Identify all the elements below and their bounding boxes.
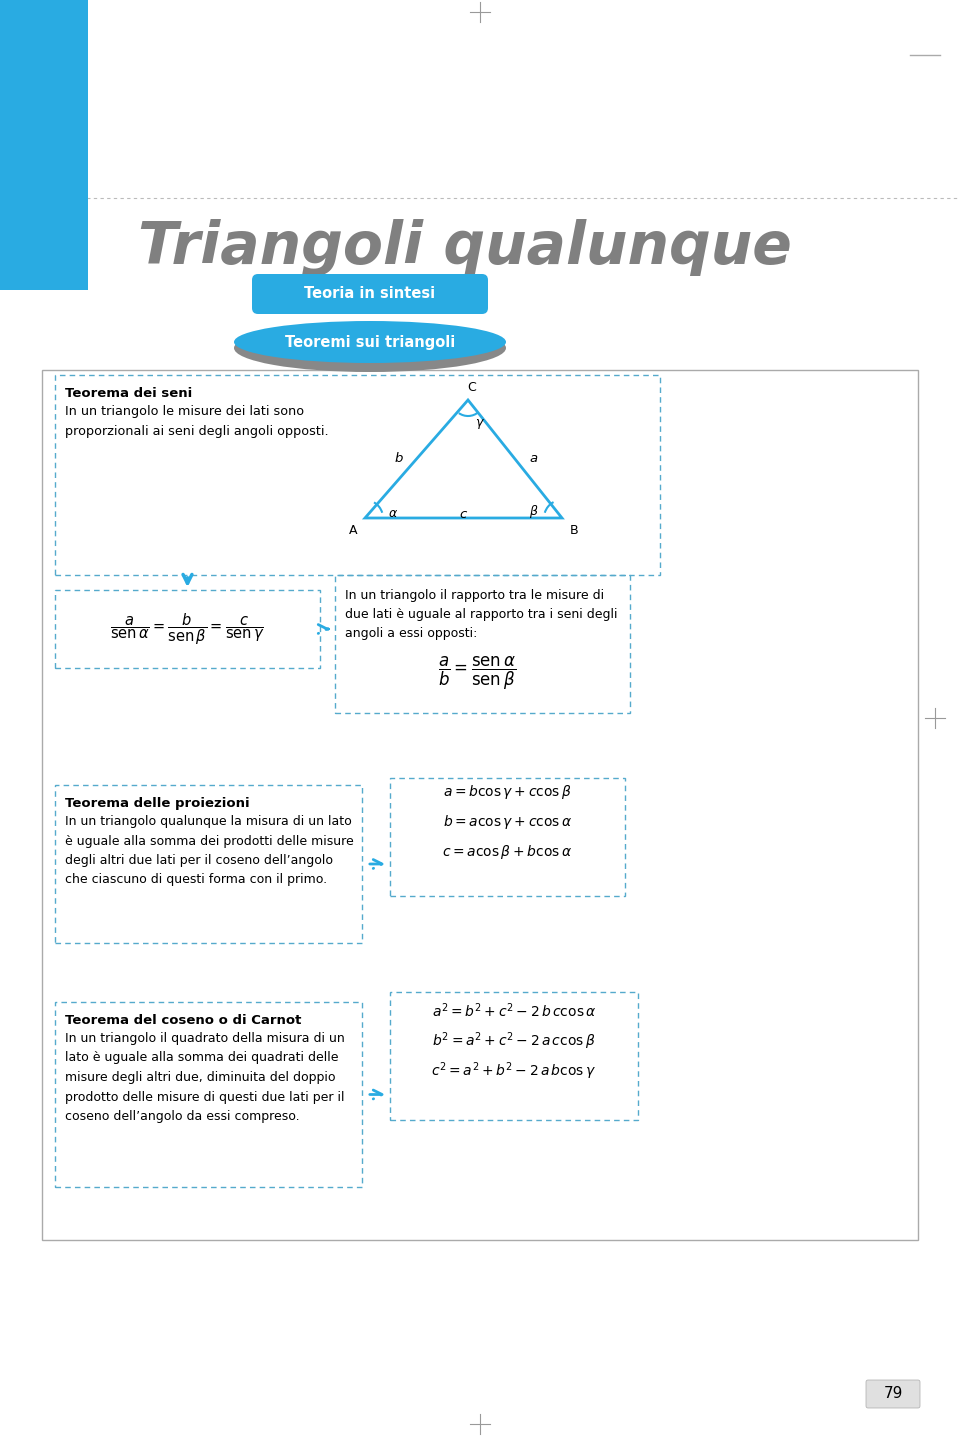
Bar	[55, 785, 362, 943]
Text: $\beta$: $\beta$	[529, 503, 539, 520]
Ellipse shape	[234, 322, 506, 363]
Bar	[0, 0, 88, 290]
Text: C: C	[468, 381, 476, 393]
Text: Teoria in sintesi: Teoria in sintesi	[304, 287, 436, 302]
Bar	[335, 574, 630, 714]
Text: Teoremi sui triangoli: Teoremi sui triangoli	[285, 335, 455, 349]
Text: $\dfrac{a}{b} = \dfrac{\mathrm{sen}\,\alpha}{\mathrm{sen}\,\beta}$: $\dfrac{a}{b} = \dfrac{\mathrm{sen}\,\al…	[439, 655, 516, 692]
Bar	[55, 590, 320, 668]
Ellipse shape	[234, 325, 506, 372]
Text: b: b	[395, 452, 402, 465]
Text: In un triangolo il rapporto tra le misure di
due lati è uguale al rapporto tra i: In un triangolo il rapporto tra le misur…	[345, 589, 617, 640]
Text: a: a	[529, 452, 538, 465]
Text: $c = a\cos\beta + b\cos\alpha$: $c = a\cos\beta + b\cos\alpha$	[443, 843, 572, 862]
Text: $a = b\cos\gamma + c\cos\beta$: $a = b\cos\gamma + c\cos\beta$	[444, 783, 572, 801]
FancyBboxPatch shape	[252, 274, 488, 314]
Text: In un triangolo qualunque la misura di un lato
è uguale alla somma dei prodotti : In un triangolo qualunque la misura di u…	[65, 816, 353, 886]
Text: B: B	[569, 524, 578, 537]
Text: $b^2 = a^2 + c^2 - 2\,a\,c\cos\beta$: $b^2 = a^2 + c^2 - 2\,a\,c\cos\beta$	[432, 1030, 596, 1051]
Bar	[390, 992, 638, 1120]
Bar	[55, 1002, 362, 1188]
Text: $a^2 = b^2 + c^2 - 2\,b\,c\cos\alpha$: $a^2 = b^2 + c^2 - 2\,b\,c\cos\alpha$	[432, 1002, 596, 1021]
Text: $c^2 = a^2 + b^2 - 2\,a\,b\cos\gamma$: $c^2 = a^2 + b^2 - 2\,a\,b\cos\gamma$	[431, 1060, 596, 1081]
Text: In un triangolo le misure dei lati sono
proporzionali ai seni degli angoli oppos: In un triangolo le misure dei lati sono …	[65, 405, 328, 438]
Text: Teorema del coseno o di Carnot: Teorema del coseno o di Carnot	[65, 1014, 301, 1027]
Text: Triangoli qualunque: Triangoli qualunque	[138, 220, 792, 277]
FancyBboxPatch shape	[866, 1380, 920, 1409]
Bar	[390, 778, 625, 896]
Text: $b = a\cos\gamma + c\cos\alpha$: $b = a\cos\gamma + c\cos\alpha$	[443, 813, 572, 831]
Text: $\gamma$: $\gamma$	[475, 416, 485, 431]
Text: In un triangolo il quadrato della misura di un
lato è uguale alla somma dei quad: In un triangolo il quadrato della misura…	[65, 1032, 345, 1123]
Bar	[42, 370, 918, 1241]
Text: 79: 79	[883, 1387, 902, 1402]
Text: c: c	[460, 508, 468, 521]
Text: $\dfrac{a}{\mathrm{sen}\,\alpha} = \dfrac{b}{\mathrm{sen}\,\beta} = \dfrac{c}{\m: $\dfrac{a}{\mathrm{sen}\,\alpha} = \dfra…	[110, 612, 265, 646]
Text: A: A	[348, 524, 357, 537]
Text: Teorema delle proiezioni: Teorema delle proiezioni	[65, 797, 250, 810]
Text: $\alpha$: $\alpha$	[388, 507, 398, 520]
Bar	[55, 375, 660, 574]
Text: Teorema dei seni: Teorema dei seni	[65, 386, 192, 401]
